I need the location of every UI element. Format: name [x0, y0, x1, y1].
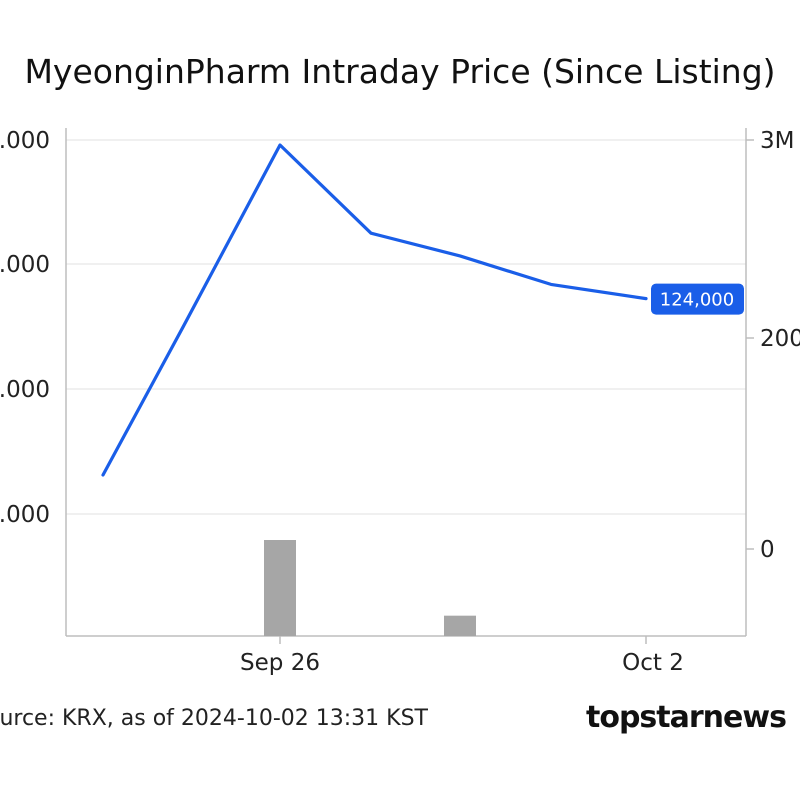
publisher-logo: topstarnews — [586, 700, 787, 735]
x-tick-label: Sep 26 — [240, 650, 320, 676]
volume-bars — [264, 540, 476, 636]
right-tick-label: 200 — [760, 326, 800, 352]
tick-labels: .000 .000 .000 .000 3M 200 0 Sep 26 Oct 2 — [0, 128, 800, 676]
axes-layer — [65, 128, 754, 644]
volume-bar — [444, 615, 476, 636]
right-tick-label: 3M — [760, 128, 794, 154]
left-tick-label: .000 — [0, 377, 50, 403]
left-tick-label: .000 — [0, 502, 50, 528]
chart-title: MyeonginPharm Intraday Price (Since List… — [24, 52, 776, 91]
left-tick-label: .000 — [0, 128, 50, 154]
source-note: ource: KRX, as of 2024-10-02 13:31 KST — [0, 706, 428, 731]
x-tick-label: Oct 2 — [622, 650, 684, 676]
price-line — [101, 143, 648, 477]
last-price-badge — [651, 283, 744, 315]
last-price-label: 124,000 — [660, 290, 734, 311]
grid-layer — [66, 139, 746, 515]
left-tick-label: .000 — [0, 252, 50, 278]
price-line-layer: 124,000 — [101, 143, 744, 477]
volume-bar — [264, 540, 296, 636]
right-tick-label: 0 — [760, 537, 775, 563]
